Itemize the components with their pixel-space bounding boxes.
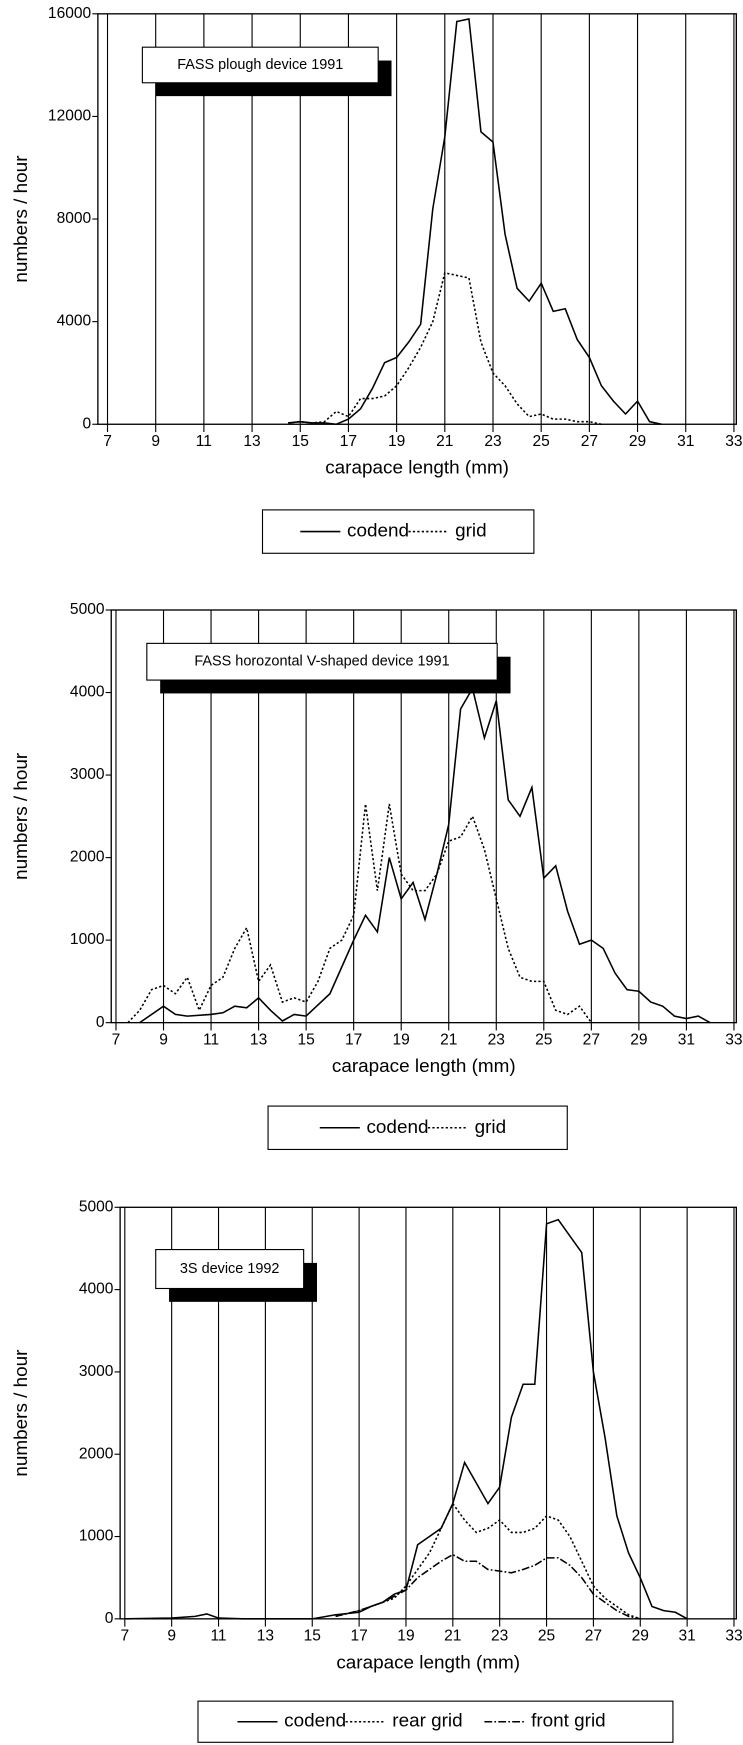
y-tick-label: 16000 — [48, 5, 92, 22]
annotation: FASS horozontal V-shaped device 1991 — [194, 654, 449, 670]
y-tick-label: 3000 — [79, 1363, 114, 1380]
x-tick-label: 33 — [725, 1032, 742, 1049]
series-line — [127, 803, 593, 1024]
x-tick-label: 11 — [203, 1032, 219, 1049]
annotation: FASS plough device 1991 — [177, 57, 343, 73]
annotation-box — [155, 1249, 305, 1290]
x-tick-label: 25 — [538, 1628, 555, 1645]
x-tick-label: 7 — [103, 433, 112, 450]
x-axis-label: carapace length (mm) — [325, 458, 509, 479]
x-tick-label: 23 — [488, 1032, 505, 1049]
x-tick-label: 13 — [250, 1032, 267, 1049]
x-tick-label: 29 — [632, 1628, 649, 1645]
legend-label: grid — [475, 1117, 507, 1138]
y-tick-label: 4000 — [57, 313, 92, 330]
series-line — [288, 271, 602, 426]
series-line — [139, 686, 711, 1024]
x-tick-label: 25 — [533, 433, 550, 450]
annotation: 3S device 1992 — [180, 1261, 280, 1277]
x-tick-label: 17 — [340, 433, 357, 450]
series-line — [124, 1218, 688, 1620]
y-tick-label: 3000 — [70, 766, 105, 783]
x-tick-label: 11 — [210, 1628, 226, 1645]
plot-frame — [119, 1206, 737, 1620]
y-tick-label: 0 — [83, 415, 92, 432]
plot-frame — [110, 609, 737, 1024]
x-tick-label: 23 — [491, 1628, 508, 1645]
x-tick-label: 17 — [350, 1628, 367, 1645]
x-tick-label: 15 — [297, 1032, 314, 1049]
y-tick-label: 5000 — [79, 1198, 114, 1215]
x-axis-label: carapace length (mm) — [332, 1056, 516, 1077]
y-tick-label: 4000 — [79, 1281, 114, 1298]
y-tick-label: 1000 — [70, 931, 105, 948]
chart: 7 9 11 13 15 17 19 21 23 25 27 29 31 33 0 1000 2000 3000 4… — [11, 1198, 743, 1743]
x-tick-label: 33 — [725, 433, 742, 450]
legend-box — [267, 1105, 568, 1151]
chart: 7 9 11 13 15 17 19 21 23 25 27 29 31 33 0 1000 2000 3000 4… — [11, 601, 743, 1151]
x-tick-label: 15 — [292, 433, 309, 450]
x-tick-label: 27 — [583, 1032, 600, 1049]
x-tick-label: 7 — [120, 1628, 129, 1645]
y-tick-label: 1000 — [79, 1528, 114, 1545]
x-tick-label: 9 — [167, 1628, 176, 1645]
y-tick-label: 5000 — [70, 601, 105, 618]
x-tick-label: 15 — [304, 1628, 321, 1645]
y-tick-label: 0 — [96, 1014, 105, 1031]
series-line — [335, 1553, 641, 1620]
x-tick-label: 25 — [535, 1032, 552, 1049]
y-axis-label: numbers / hour — [11, 1350, 32, 1477]
x-tick-label: 21 — [444, 1628, 461, 1645]
y-axis-label: numbers / hour — [11, 753, 32, 880]
annotation-box — [146, 642, 498, 681]
legend-label: rear grid — [392, 1711, 462, 1732]
legend-label: codend — [347, 521, 409, 542]
x-tick-label: 9 — [159, 1032, 168, 1049]
x-tick-label: 33 — [725, 1628, 742, 1645]
x-tick-label: 27 — [585, 1628, 602, 1645]
chart: 7 9 11 13 15 17 19 21 23 25 27 29 31 33 0 4000 8000 12000… — [11, 5, 743, 554]
x-tick-label: 31 — [678, 1032, 695, 1049]
x-tick-label: 9 — [151, 433, 160, 450]
legend-label: codend — [366, 1117, 428, 1138]
y-tick-label: 12000 — [48, 108, 92, 125]
y-tick-label: 0 — [105, 1610, 114, 1627]
legend-label: front grid — [531, 1711, 606, 1732]
series-line — [335, 1502, 641, 1620]
y-tick-label: 8000 — [57, 210, 92, 227]
x-tick-label: 27 — [581, 433, 598, 450]
x-tick-label: 19 — [397, 1628, 414, 1645]
legend-label: codend — [284, 1711, 346, 1732]
y-tick-label: 4000 — [70, 684, 105, 701]
x-tick-label: 21 — [436, 433, 453, 450]
y-tick-label: 2000 — [79, 1445, 114, 1462]
series-line — [288, 17, 662, 426]
x-tick-label: 17 — [345, 1032, 362, 1049]
x-tick-label: 13 — [257, 1628, 274, 1645]
legend-label: grid — [455, 521, 487, 542]
y-axis-label: numbers / hour — [11, 156, 32, 283]
x-tick-label: 11 — [196, 433, 212, 450]
y-tick-label: 2000 — [70, 849, 105, 866]
x-tick-label: 19 — [388, 433, 405, 450]
x-tick-label: 7 — [112, 1032, 121, 1049]
x-tick-label: 13 — [243, 433, 260, 450]
x-tick-label: 29 — [630, 1032, 647, 1049]
x-tick-label: 31 — [677, 433, 694, 450]
x-tick-label: 31 — [678, 1628, 695, 1645]
x-tick-label: 21 — [440, 1032, 457, 1049]
annotation-box — [141, 46, 379, 84]
x-tick-label: 19 — [393, 1032, 410, 1049]
x-tick-label: 23 — [484, 433, 501, 450]
x-axis-label: carapace length (mm) — [336, 1652, 520, 1673]
x-tick-label: 29 — [629, 433, 646, 450]
